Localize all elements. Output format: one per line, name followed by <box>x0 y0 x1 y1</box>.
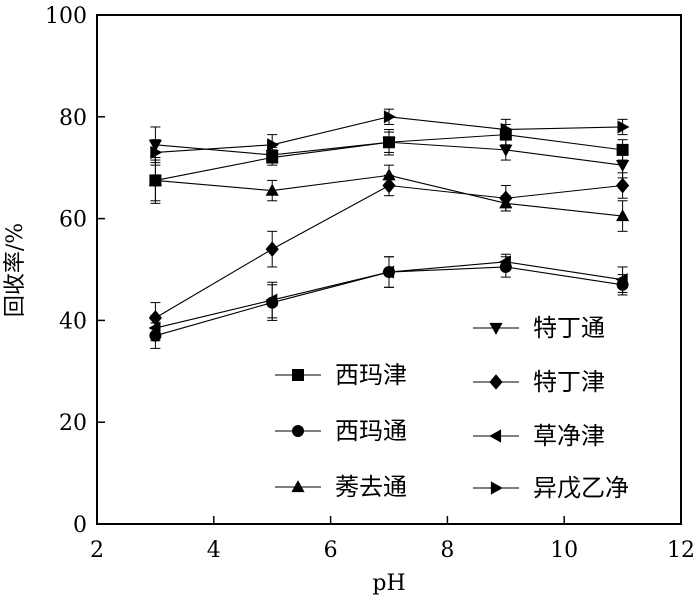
data-point <box>499 190 513 207</box>
data-point <box>150 145 163 160</box>
y-tick-label: 20 <box>59 411 87 436</box>
x-tick-label: 6 <box>324 538 338 563</box>
legend-marker <box>292 425 304 437</box>
data-point <box>616 209 630 222</box>
legend-label: 特丁通 <box>533 314 605 342</box>
legend-marker <box>489 374 503 390</box>
legend-marker <box>490 481 503 495</box>
y-tick-label: 60 <box>59 208 87 233</box>
data-point <box>148 321 161 335</box>
x-tick-label: 4 <box>207 538 221 563</box>
legend-item-2: 西玛通 <box>275 417 407 445</box>
legend-item-4: 特丁通 <box>473 314 605 342</box>
data-point <box>265 149 279 162</box>
legend-label: 莠去通 <box>335 473 407 501</box>
legend-label: 异戊乙净 <box>533 474 629 502</box>
series-6 <box>148 253 628 342</box>
data-point <box>267 138 280 152</box>
data-point <box>382 168 396 181</box>
legend-marker <box>489 322 503 335</box>
x-tick-label: 10 <box>550 538 578 563</box>
data-point <box>616 160 630 173</box>
data-point <box>148 173 162 186</box>
data-point <box>615 273 628 287</box>
series-4 <box>148 126 630 179</box>
data-point <box>265 293 278 307</box>
x-tick-label: 2 <box>90 538 104 563</box>
legend-item-3: 莠去通 <box>275 473 407 501</box>
data-point <box>265 241 279 257</box>
data-point <box>617 120 630 134</box>
data-point <box>500 122 513 137</box>
legend-item-1: 西玛津 <box>275 361 407 389</box>
y-tick-label: 80 <box>59 106 87 131</box>
data-point <box>382 137 396 150</box>
y-tick-label: 40 <box>59 309 87 334</box>
data-point <box>498 255 511 269</box>
legend-marker <box>292 369 304 381</box>
legend-marker <box>291 480 305 493</box>
series-5 <box>148 172 630 334</box>
legend-label: 西玛津 <box>335 361 407 389</box>
axes: 2 4 6 8 10 12 0 20 40 60 80 100 <box>45 4 695 563</box>
x-axis-title: pH <box>372 571 405 596</box>
series-line <box>155 184 623 319</box>
x-tick-label: 12 <box>667 538 695 563</box>
data-point <box>382 177 396 194</box>
legend-item-7: 异戊乙净 <box>473 474 629 502</box>
plot-series <box>148 108 630 349</box>
y-tick-label: 0 <box>73 513 87 538</box>
legend-item-5: 特丁津 <box>473 368 605 396</box>
series-7 <box>150 108 630 166</box>
legend-label: 西玛通 <box>335 417 407 445</box>
data-point <box>382 265 395 279</box>
plot-frame <box>96 14 682 525</box>
x-tick-label: 8 <box>440 538 454 563</box>
legend-item-6: 草净津 <box>473 422 605 450</box>
data-point <box>616 177 630 194</box>
y-axis-title: 回收率/% <box>3 223 28 317</box>
y-tick-label: 100 <box>45 4 87 29</box>
legend-label: 草净津 <box>533 422 605 450</box>
legend-marker <box>489 429 502 443</box>
data-point <box>383 110 396 124</box>
data-point <box>265 183 279 196</box>
legend-label: 特丁津 <box>533 368 605 396</box>
data-point <box>499 144 513 157</box>
